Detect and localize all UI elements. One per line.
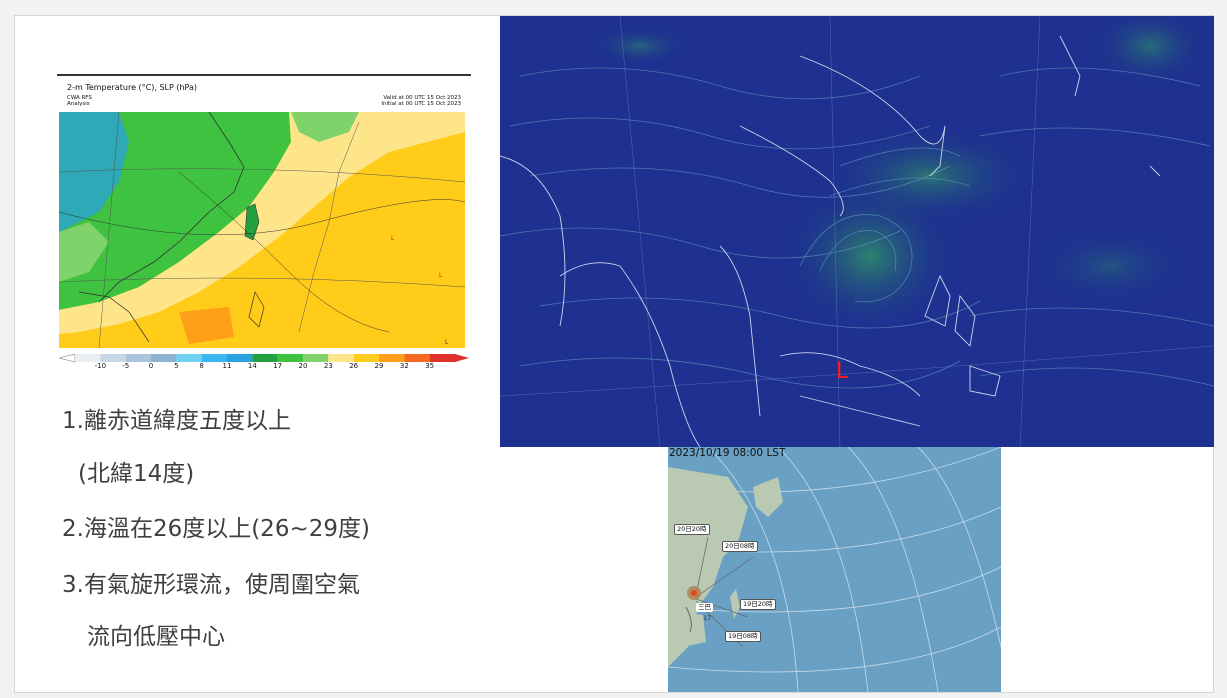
colorbar-segment [328, 354, 354, 362]
track-label-19d20h: 19日20時 [740, 599, 776, 610]
storm-name-label: 三巴 [696, 603, 713, 612]
track-timestamp: 2023/10/19 08:00 LST [669, 447, 786, 459]
criterion-sea-temp: 2.海溫在26度以上(26~29度) [62, 516, 370, 542]
colorbar-segment [75, 354, 101, 362]
colorbar-tick-label: 20 [298, 362, 308, 370]
storm-number-label: 17 [703, 614, 712, 622]
colorbar-tick-label: 11 [222, 362, 232, 370]
colorbar-tick-label: -10 [94, 362, 107, 370]
colorbar-tick-label: -5 [122, 362, 130, 370]
temperature-map-panel: 2-m Temperature (°C), SLP (hPa) CWA RFS … [57, 74, 471, 374]
colorbar-segment [404, 354, 430, 362]
colorbar-low-arrow [58, 354, 76, 363]
low-pressure-marker: L [836, 359, 849, 384]
criterion-circulation: 3.有氣旋形環流，使周圍空氣 [62, 572, 360, 598]
temperature-field: L L L [59, 112, 465, 348]
valid-time-label: Valid at 00 UTC 15 Oct 2023 Initial at 0… [381, 95, 461, 107]
colorbar [58, 354, 469, 363]
criterion-circulation-cont: 流向低壓中心 [87, 624, 225, 650]
colorbar-segment [303, 354, 329, 362]
wind-map-graphic: L [500, 16, 1214, 447]
colorbar-segment [252, 354, 278, 362]
colorbar-segment [176, 354, 202, 362]
temperature-map-title: 2-m Temperature (°C), SLP (hPa) [67, 83, 198, 92]
svg-text:L: L [439, 272, 443, 279]
colorbar-tick-label: 23 [323, 362, 333, 370]
svg-text:L: L [445, 339, 449, 346]
colorbar-ticks: -10 -5 0 5 8 11 14 17 20 23 26 29 32 35 [75, 362, 455, 372]
colorbar-segment [125, 354, 151, 362]
colorbar-tick-label: 0 [148, 362, 154, 370]
colorbar-tick-label: 5 [174, 362, 179, 370]
track-label-20d08h: 20日08時 [722, 541, 758, 552]
colorbar-segment [151, 354, 177, 362]
colorbar-segment [353, 354, 379, 362]
colorbar-segment [201, 354, 227, 362]
track-label-20d20h: 20日20時 [674, 524, 710, 535]
colorbar-tick-label: 17 [273, 362, 283, 370]
colorbar-high-arrow [455, 354, 469, 362]
colorbar-segment [100, 354, 126, 362]
colorbar-tick-label: 26 [349, 362, 359, 370]
model-label: CWA RFS Analysis [67, 95, 92, 107]
svg-text:L: L [391, 235, 395, 242]
typhoon-track-map: 2023/10/19 08:00 LST 20日20時 20日08時 19日20… [668, 447, 1001, 692]
track-label-19d08h: 19日08時 [725, 631, 761, 642]
wind-streamline-map: L [500, 16, 1214, 447]
colorbar-segment [277, 354, 303, 362]
criterion-latitude: 1.離赤道緯度五度以上 [62, 408, 291, 434]
slide: 2-m Temperature (°C), SLP (hPa) CWA RFS … [14, 15, 1214, 693]
colorbar-tick-label: 8 [199, 362, 204, 370]
colorbar-segment [227, 354, 253, 362]
colorbar-segment [429, 354, 455, 362]
colorbar-tick-label: 32 [399, 362, 409, 370]
colorbar-tick-label: 14 [247, 362, 257, 370]
colorbar-tick-label: 29 [374, 362, 384, 370]
colorbar-segment [379, 354, 405, 362]
track-map-graphic [668, 447, 1001, 692]
colorbar-tick-label: 35 [425, 362, 435, 370]
criterion-latitude-note: (北緯14度) [78, 461, 195, 487]
map-top-rule [57, 74, 471, 76]
